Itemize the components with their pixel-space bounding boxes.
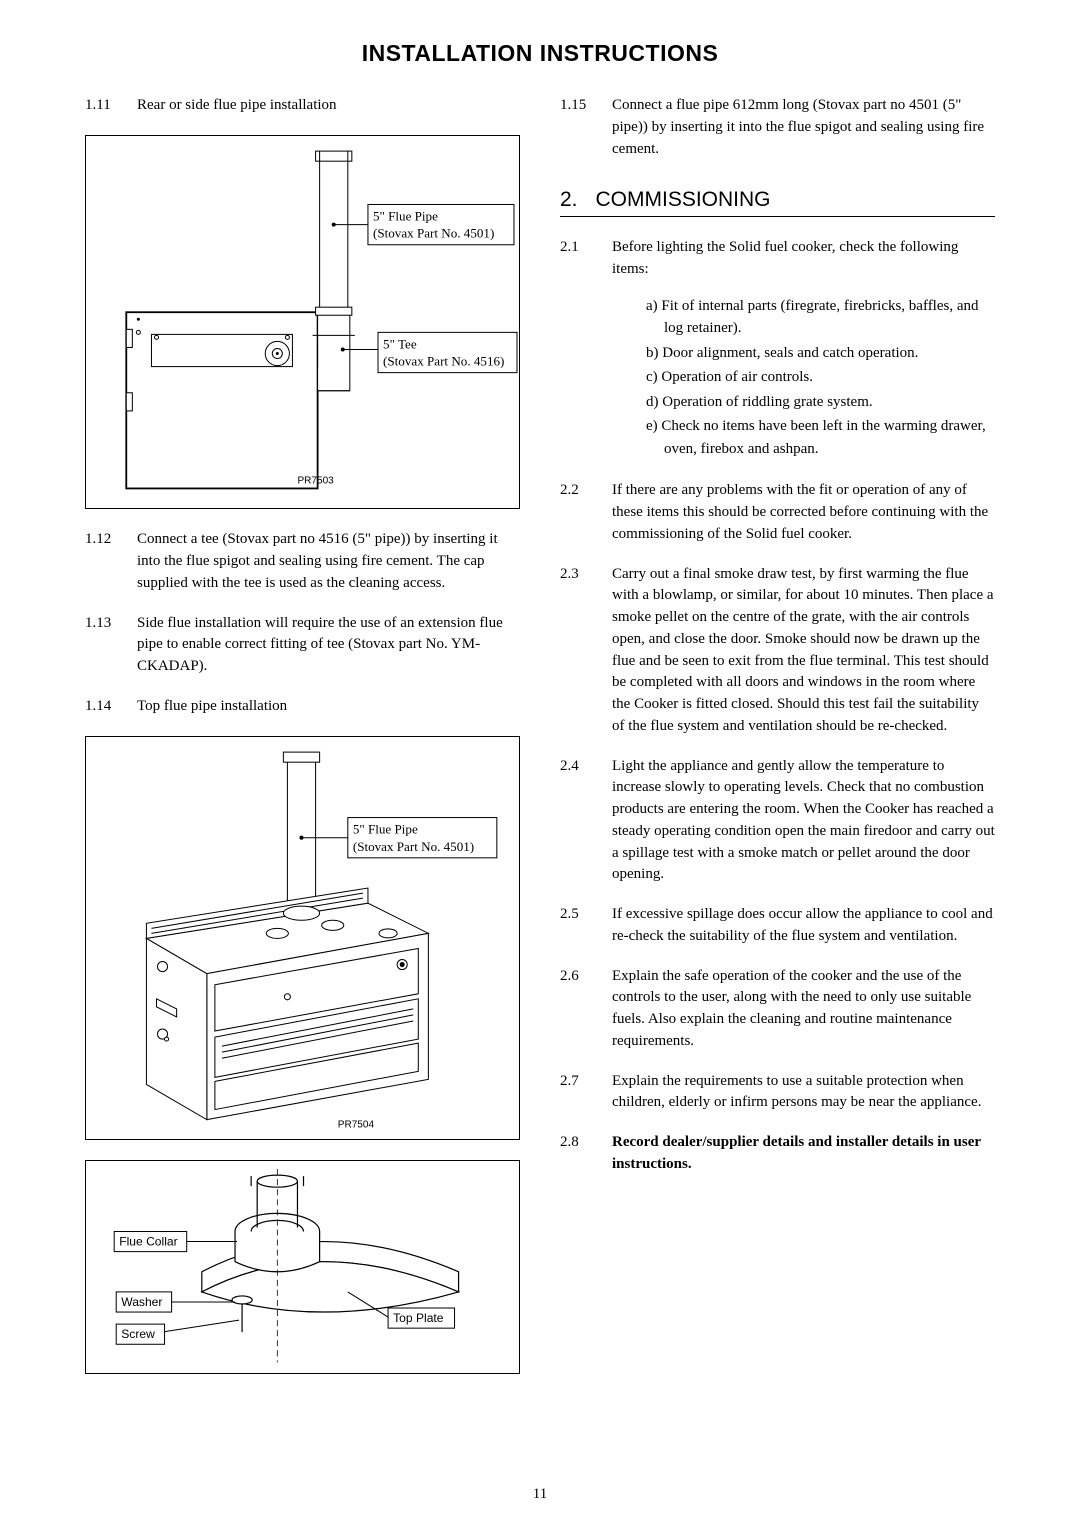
figure-top-flue: 5" Flue Pipe (Stovax Part No. 4501) — [85, 736, 520, 1141]
item-2-8: 2.8 Record dealer/supplier details and i… — [560, 1132, 995, 1176]
fig2-label1-l1: 5" Flue Pipe — [353, 821, 418, 836]
page-number: 11 — [0, 1486, 1080, 1503]
item-number: 1.15 — [560, 95, 600, 160]
item-2-1: 2.1 Before lighting the Solid fuel cooke… — [560, 237, 995, 462]
fig3-topplate: Top Plate — [393, 1311, 444, 1325]
figure-rear-flue: 5" Flue Pipe (Stovax Part No. 4501) 5" T… — [85, 135, 520, 510]
check-a: a) Fit of internal parts (firegrate, fir… — [646, 295, 995, 340]
item-text: Explain the requirements to use a suitab… — [612, 1071, 995, 1115]
fig1-code: PR7503 — [297, 475, 334, 486]
item-2-3: 2.3 Carry out a final smoke draw test, b… — [560, 564, 995, 738]
item-2-2: 2.2 If there are any problems with the f… — [560, 480, 995, 545]
item-text: Carry out a final smoke draw test, by fi… — [612, 564, 995, 738]
item-1-14: 1.14 Top flue pipe installation — [85, 696, 520, 718]
fig1-label2-l2: (Stovax Part No. 4516) — [383, 353, 504, 368]
checklist: a) Fit of internal parts (firegrate, fir… — [646, 295, 995, 461]
item-number: 2.1 — [560, 237, 600, 462]
collar-diagram: Flue Collar Washer Screw Top Plate — [86, 1161, 519, 1372]
fig1-label1-l2: (Stovax Part No. 4501) — [373, 225, 494, 240]
item-text: Side flue installation will require the … — [137, 613, 520, 678]
item-number: 1.12 — [85, 529, 125, 594]
check-c: c) Operation of air controls. — [646, 366, 995, 389]
page-title: INSTALLATION INSTRUCTIONS — [85, 40, 995, 67]
item-1-11: 1.11 Rear or side flue pipe installation — [85, 95, 520, 117]
item-1-12: 1.12 Connect a tee (Stovax part no 4516 … — [85, 529, 520, 594]
item-2-5: 2.5 If excessive spillage does occur all… — [560, 904, 995, 948]
item-2-6: 2.6 Explain the safe operation of the co… — [560, 966, 995, 1053]
item-number: 1.13 — [85, 613, 125, 678]
item-text: Record dealer/supplier details and insta… — [612, 1132, 995, 1176]
section-number: 2. — [560, 188, 578, 212]
item-number: 2.8 — [560, 1132, 600, 1176]
item-text: Rear or side flue pipe installation — [137, 95, 520, 117]
check-d: d) Operation of riddling grate system. — [646, 391, 995, 414]
item-text: Explain the safe operation of the cooker… — [612, 966, 995, 1053]
item-text: Connect a tee (Stovax part no 4516 (5" p… — [137, 529, 520, 594]
item-2-4: 2.4 Light the appliance and gently allow… — [560, 756, 995, 887]
fig1-label2-l1: 5" Tee — [383, 336, 417, 351]
item-text: Light the appliance and gently allow the… — [612, 756, 995, 887]
item-text: Connect a flue pipe 612mm long (Stovax p… — [612, 95, 995, 160]
fig3-collar: Flue Collar — [119, 1235, 177, 1249]
top-flue-diagram: 5" Flue Pipe (Stovax Part No. 4501) — [86, 737, 519, 1140]
item-number: 2.7 — [560, 1071, 600, 1115]
item-number: 1.14 — [85, 696, 125, 718]
item-number: 2.2 — [560, 480, 600, 545]
fig2-label1-l2: (Stovax Part No. 4501) — [353, 838, 474, 853]
item-2-7: 2.7 Explain the requirements to use a su… — [560, 1071, 995, 1115]
item-number: 1.11 — [85, 95, 125, 117]
item-number: 2.4 — [560, 756, 600, 887]
rear-flue-diagram: 5" Flue Pipe (Stovax Part No. 4501) 5" T… — [86, 136, 519, 509]
item-text: Top flue pipe installation — [137, 696, 520, 718]
right-column: 1.15 Connect a flue pipe 612mm long (Sto… — [560, 95, 995, 1394]
fig2-code: PR7504 — [338, 1119, 375, 1130]
item-text: If excessive spillage does occur allow t… — [612, 904, 995, 948]
item-1-13: 1.13 Side flue installation will require… — [85, 613, 520, 678]
fig1-label1-l1: 5" Flue Pipe — [373, 208, 438, 223]
section-title: COMMISSIONING — [596, 188, 771, 212]
left-column: 1.11 Rear or side flue pipe installation — [85, 95, 520, 1394]
figure-flue-collar: Flue Collar Washer Screw Top Plate — [85, 1160, 520, 1373]
section-rule — [560, 216, 995, 217]
item-number: 2.5 — [560, 904, 600, 948]
item-text: If there are any problems with the fit o… — [612, 480, 995, 545]
item-number: 2.3 — [560, 564, 600, 738]
fig3-screw: Screw — [121, 1328, 155, 1342]
item-number: 2.6 — [560, 966, 600, 1053]
fig3-washer: Washer — [121, 1295, 162, 1309]
check-b: b) Door alignment, seals and catch opera… — [646, 342, 995, 365]
item-1-15: 1.15 Connect a flue pipe 612mm long (Sto… — [560, 95, 995, 160]
check-e: e) Check no items have been left in the … — [646, 415, 995, 460]
item-text: Before lighting the Solid fuel cooker, c… — [612, 237, 995, 462]
section-2-heading: 2. COMMISSIONING — [560, 188, 995, 212]
